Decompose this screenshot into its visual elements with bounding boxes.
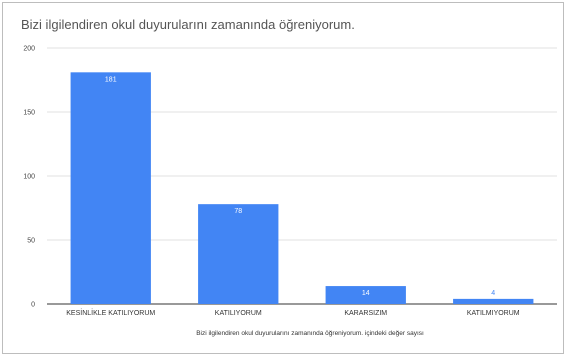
- x-tick-label: KARARSIZIM: [344, 310, 387, 317]
- x-tick-label: KATILMIYORUM: [467, 310, 520, 317]
- bar: [70, 72, 151, 304]
- bar: [198, 204, 279, 304]
- data-label: 4: [491, 290, 495, 297]
- y-tick-label: 100: [23, 174, 35, 181]
- y-tick-label: 50: [27, 238, 35, 245]
- x-axis-title: Bizi ilgilendiren okul duyurularını zama…: [196, 330, 424, 337]
- data-label: 181: [105, 76, 117, 83]
- y-tick-label: 150: [23, 110, 35, 117]
- bar: [453, 298, 534, 304]
- chart-title: Bizi ilgilendiren okul duyurularını zama…: [21, 17, 355, 32]
- bar: [325, 286, 406, 304]
- x-tick-label: KATILIYORUM: [215, 310, 262, 317]
- data-label: 78: [234, 208, 242, 215]
- x-tick-label: KESİNLİKLE KATILIYORUM: [66, 308, 155, 317]
- y-tick-label: 200: [23, 46, 35, 53]
- data-label: 14: [362, 290, 370, 297]
- y-tick-label: 0: [31, 302, 35, 309]
